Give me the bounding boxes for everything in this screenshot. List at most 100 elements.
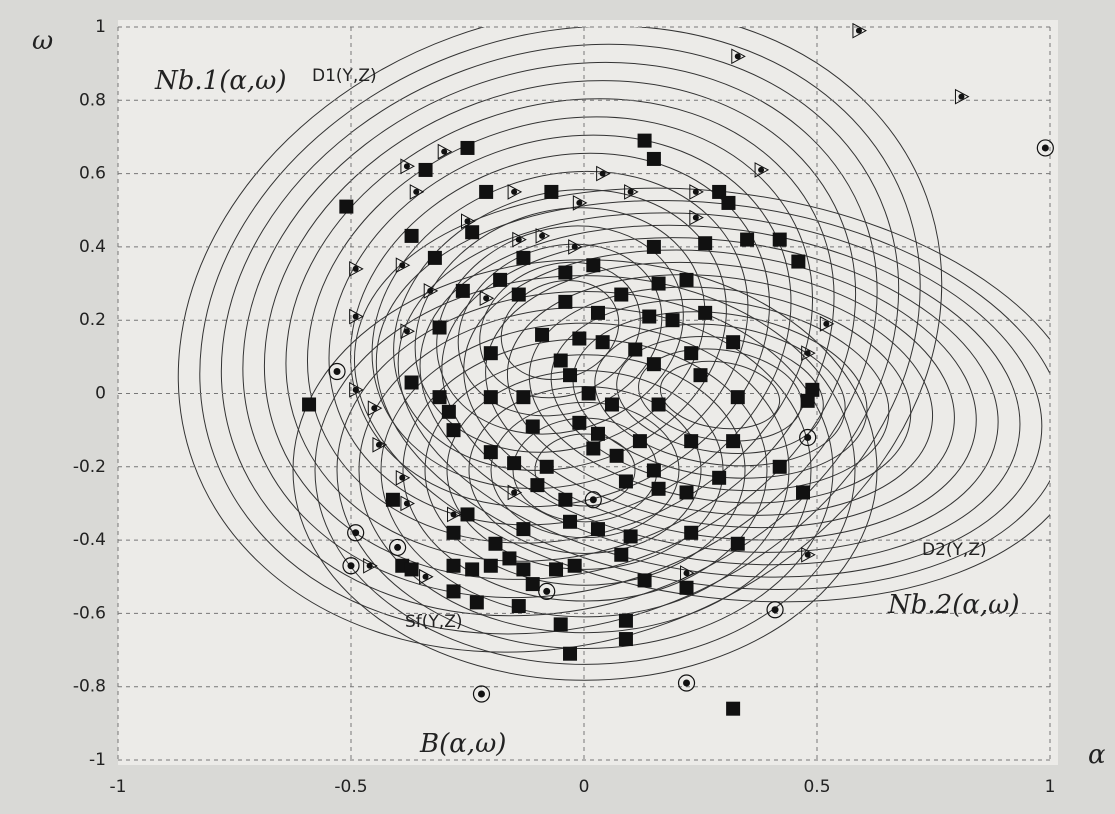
triangle-outline — [731, 48, 746, 65]
point — [507, 456, 522, 471]
triangle-outline — [419, 568, 434, 585]
point-dot — [375, 441, 382, 448]
annotation: Nb.2(α,ω) — [887, 590, 1020, 620]
triangle-outline — [680, 565, 695, 581]
point-dot — [804, 350, 811, 357]
point — [563, 514, 578, 529]
point — [618, 613, 633, 628]
contour — [463, 249, 977, 541]
point-dot — [399, 262, 406, 269]
point — [679, 485, 694, 500]
point — [563, 646, 578, 661]
triangle-outline — [954, 88, 970, 105]
triangle-outline — [349, 381, 364, 398]
point — [507, 484, 523, 501]
contour — [534, 433, 636, 507]
annotation: Nb.1(α,ω) — [154, 66, 287, 96]
point — [441, 404, 456, 419]
point — [367, 400, 383, 416]
point-dot — [683, 679, 691, 687]
point — [558, 492, 573, 507]
circle-outline — [328, 362, 346, 381]
point — [651, 481, 666, 496]
point — [726, 701, 741, 716]
y-tick-label: 0.8 — [79, 90, 106, 110]
triangle-outline — [507, 484, 523, 501]
point — [646, 151, 661, 166]
point — [404, 562, 419, 577]
y-tick-label: -0.8 — [73, 677, 106, 697]
contour — [550, 298, 890, 492]
point — [469, 595, 484, 610]
triangle-outline — [461, 213, 476, 230]
point-dot — [441, 148, 448, 155]
point — [646, 239, 661, 254]
point — [623, 529, 638, 544]
point — [590, 305, 605, 320]
point — [595, 335, 610, 350]
point — [712, 470, 727, 485]
point — [516, 562, 531, 577]
triangle-outline — [819, 316, 835, 332]
x-tick-label: 0.5 — [803, 777, 830, 797]
point — [628, 342, 643, 357]
point — [483, 558, 498, 573]
point — [558, 294, 573, 309]
triangle-outline — [367, 400, 383, 416]
point — [404, 375, 419, 390]
triangle-outline — [400, 495, 415, 512]
point — [712, 184, 727, 199]
contour — [263, 80, 857, 580]
point — [347, 524, 365, 542]
point — [446, 423, 461, 438]
point — [726, 434, 741, 449]
point — [516, 522, 531, 537]
point — [461, 213, 476, 230]
point — [584, 491, 602, 509]
y-tick-label: 0 — [95, 384, 106, 404]
point — [516, 250, 531, 265]
point — [446, 558, 461, 573]
contour — [457, 243, 663, 417]
point — [801, 345, 816, 362]
triangle-outline — [754, 162, 770, 178]
point — [483, 390, 498, 405]
point — [766, 601, 784, 619]
circle-outline — [347, 524, 365, 542]
point — [549, 562, 564, 577]
point — [455, 283, 470, 298]
point — [646, 357, 661, 372]
point-dot — [413, 188, 420, 195]
point-dot — [576, 199, 583, 206]
point — [525, 419, 540, 434]
contour — [358, 306, 812, 634]
point-dot — [483, 295, 490, 302]
point — [581, 386, 596, 401]
point-dot — [515, 236, 522, 243]
point — [507, 184, 523, 200]
point-dot — [394, 543, 402, 551]
point — [799, 428, 817, 447]
point-dot — [366, 562, 373, 569]
annotation: D1(Y,Z) — [312, 66, 377, 86]
point-dot — [371, 405, 378, 412]
contour — [594, 323, 846, 467]
point — [726, 335, 741, 350]
point-dot — [771, 606, 779, 614]
point — [1036, 139, 1054, 157]
point-dot — [403, 328, 410, 335]
contour — [446, 370, 724, 570]
annotation: D2(Y,Z) — [922, 540, 987, 560]
point — [446, 525, 461, 540]
point — [558, 265, 573, 280]
point — [618, 632, 633, 647]
point — [954, 88, 970, 105]
point — [698, 305, 713, 320]
point — [651, 276, 666, 291]
point — [328, 362, 346, 381]
contour — [397, 212, 1043, 578]
triangle-outline — [801, 345, 816, 362]
y-tick-label: -1 — [89, 750, 106, 770]
point — [553, 353, 568, 368]
